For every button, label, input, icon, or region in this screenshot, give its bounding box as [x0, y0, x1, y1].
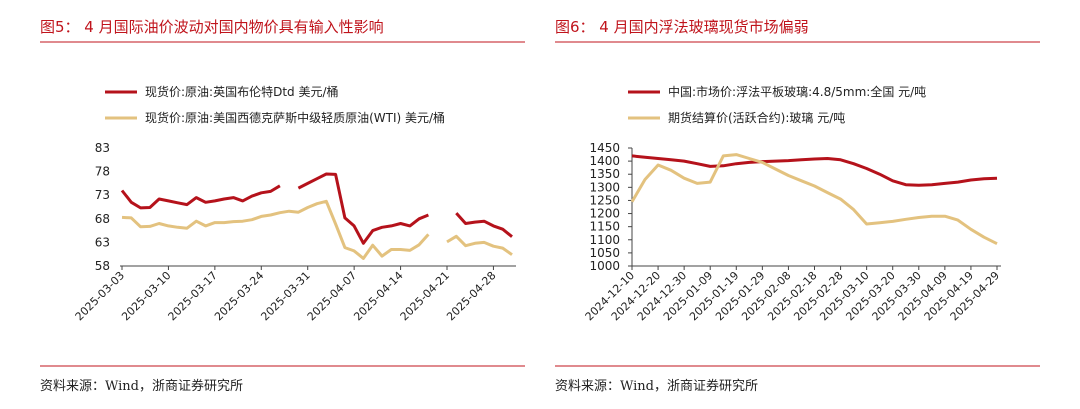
series-line [631, 154, 998, 187]
y-tick-label: 1450 [589, 141, 620, 155]
y-tick-label: 1250 [589, 193, 620, 207]
y-tick-label: 1400 [589, 154, 620, 168]
panel-title: 图5： 4 月国际油价波动对国内物价具有输入性影响 [40, 18, 384, 36]
y-tick-label: 83 [95, 141, 110, 155]
series-line [630, 153, 998, 246]
y-tick-label: 68 [95, 212, 110, 226]
y-tick-label: 1050 [589, 246, 620, 260]
y-tick-label: 1000 [589, 259, 620, 273]
series-line [120, 172, 513, 245]
y-tick-label: 1300 [589, 180, 620, 194]
y-tick-label: 73 [95, 188, 110, 202]
legend-label: 现货价:原油:美国西德克萨斯中级轻质原油(WTI) 美元/桶 [145, 110, 445, 125]
y-tick-label: 1350 [589, 167, 620, 181]
y-tick-label: 63 [95, 235, 110, 249]
legend-label: 期货结算价(活跃合约):玻璃 元/吨 [668, 110, 845, 125]
y-tick-label: 78 [95, 165, 110, 179]
y-tick-label: 1150 [589, 220, 620, 234]
y-tick-label: 58 [95, 259, 110, 273]
panel-title: 图6： 4 月国内浮法玻璃现货市场偏弱 [555, 18, 809, 36]
x-tick-label: 2025-04-28 [444, 269, 498, 323]
y-tick-label: 1200 [589, 207, 620, 221]
series-line [121, 199, 513, 260]
y-tick-label: 1100 [589, 233, 620, 247]
source-note: 资料来源：Wind，浙商证券研究所 [555, 378, 758, 394]
source-note: 资料来源：Wind，浙商证券研究所 [40, 378, 243, 394]
legend-label: 中国:市场价:浮法平板玻璃:4.8/5mm:全国 元/吨 [668, 84, 926, 99]
legend-label: 现货价:原油:英国布伦特Dtd 美元/桶 [145, 84, 339, 99]
